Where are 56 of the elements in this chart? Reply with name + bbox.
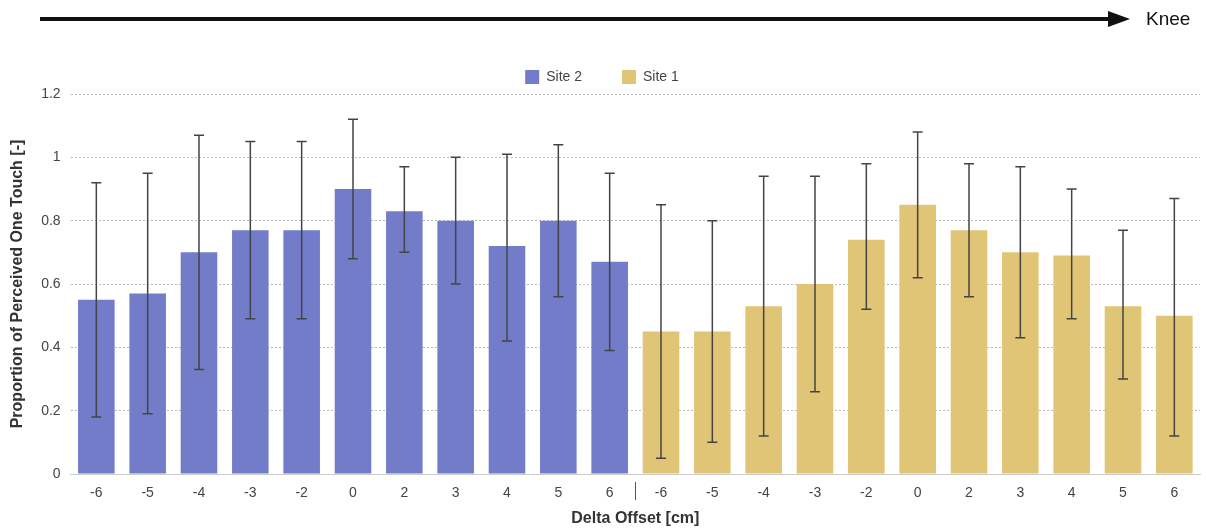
bar xyxy=(1002,252,1039,474)
x-tick-label: 5 xyxy=(554,484,563,501)
bar xyxy=(334,189,372,474)
bar xyxy=(386,211,423,474)
bar xyxy=(950,230,988,474)
y-axis-title: Proportion of Perceived One Touch [-] xyxy=(8,139,26,429)
x-tick-label: 2 xyxy=(400,484,409,501)
x-tick-label: -3 xyxy=(808,484,822,501)
bar xyxy=(78,299,115,474)
x-tick-label: 6 xyxy=(605,484,614,501)
bar xyxy=(232,230,269,474)
y-tick-label: 0.4 xyxy=(41,338,61,355)
bar xyxy=(488,246,526,474)
x-tick-label: -5 xyxy=(706,484,719,501)
x-tick-label: 0 xyxy=(349,484,358,501)
bar xyxy=(180,252,218,474)
x-tick-label: 0 xyxy=(913,484,922,501)
bar xyxy=(283,230,320,474)
x-tick-label: 4 xyxy=(503,484,512,501)
y-tick-label: 0.6 xyxy=(41,274,61,291)
bar xyxy=(129,293,166,474)
bar xyxy=(437,220,474,474)
x-tick-label: -2 xyxy=(295,484,309,501)
bar xyxy=(899,204,936,474)
y-tick-label: 0.2 xyxy=(41,401,61,418)
bar xyxy=(591,261,628,474)
x-tick-label: -4 xyxy=(757,484,771,501)
y-tick-label: 0 xyxy=(52,464,61,481)
bar xyxy=(1053,255,1090,474)
text: Knee xyxy=(1146,8,1191,30)
y-tick-label: 0.8 xyxy=(41,211,61,228)
legend-label: Site 1 xyxy=(643,67,680,84)
x-tick-label: 6 xyxy=(1170,484,1179,501)
x-tick-label: -6 xyxy=(90,484,103,501)
y-tick-label: 1.2 xyxy=(41,84,61,101)
bar xyxy=(745,306,782,474)
x-tick-label: 2 xyxy=(965,484,974,501)
legend-label: Site 2 xyxy=(546,67,583,84)
x-axis-title: Delta Offset [cm] xyxy=(571,508,700,526)
x-tick-label: -6 xyxy=(654,484,668,501)
x-tick-label: -4 xyxy=(192,484,206,501)
bar xyxy=(694,331,731,474)
x-tick-label: 3 xyxy=(1016,484,1025,501)
bar xyxy=(848,239,885,474)
x-tick-label: 5 xyxy=(1119,484,1128,501)
x-tick-label: -2 xyxy=(860,484,873,501)
x-tick-label: 3 xyxy=(451,484,460,501)
y-tick-label: 1 xyxy=(52,148,61,165)
bar xyxy=(1104,306,1142,474)
x-tick-label: -3 xyxy=(244,484,257,501)
bar xyxy=(540,220,577,474)
bar xyxy=(1156,315,1193,474)
bar xyxy=(642,331,680,474)
bar xyxy=(796,284,834,474)
x-tick-label: -5 xyxy=(141,484,155,501)
x-tick-label: 4 xyxy=(1067,484,1076,501)
